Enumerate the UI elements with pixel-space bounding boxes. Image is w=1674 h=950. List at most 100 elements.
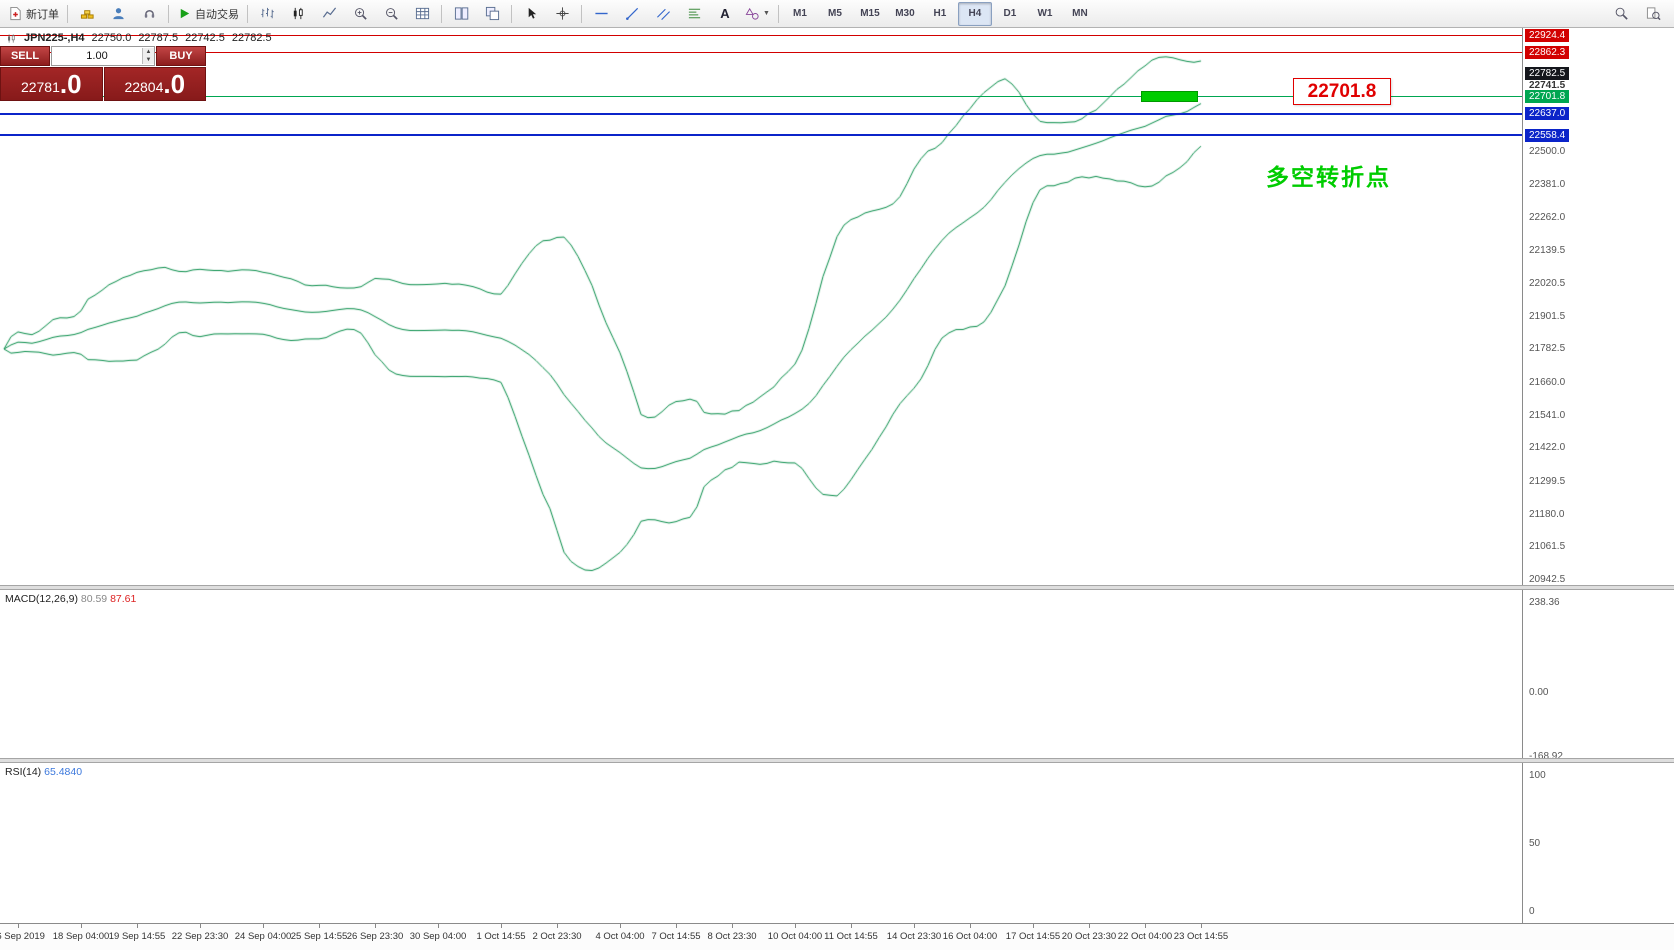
cascade-windows-icon [485,6,499,21]
channel-button[interactable] [648,2,678,26]
panel-divider[interactable] [0,758,1674,763]
text-tool-icon: A [720,5,730,21]
volume-up-button[interactable]: ▲ [143,48,154,56]
time-label: 1 Oct 14:55 [476,931,526,942]
bar-chart-button[interactable] [252,2,282,26]
macd-scale-label: 238.36 [1529,597,1560,608]
level-line-22701.8[interactable] [0,95,1522,97]
horizontal-line-button[interactable] [586,2,616,26]
buy-price-button[interactable]: 22804.0 [103,67,206,101]
time-label: 22 Oct 04:00 [1117,931,1173,942]
turning-point-text[interactable]: 多空转折点 [1266,164,1391,190]
main-chart-canvas[interactable] [0,28,1522,585]
support-button[interactable] [134,2,164,26]
trendline-button[interactable] [617,2,647,26]
sell-price-frac: .0 [59,69,82,99]
time-label: 22 Sep 23:30 [171,931,229,942]
zoom-out-button[interactable] [376,2,406,26]
timeframe-m15-button[interactable]: M15 [860,8,880,19]
autotrading-button[interactable]: 自动交易 [173,2,243,26]
timeframe-m30-button[interactable]: M30 [895,8,915,19]
one-click-trading-panel: SELL 1.00 ▲ ▼ BUY 22781.0 22804.0 [0,46,206,101]
level-line-22637.0[interactable] [0,112,1522,115]
new-order-label: 新订单 [26,8,59,21]
new-order-button[interactable]: 新订单 [4,2,63,26]
crosshair-icon [555,7,569,20]
time-label: 25 Sep 14:55 [290,931,348,942]
rsi-name: RSI(14) [5,766,42,778]
cascade-windows-button[interactable] [477,2,507,26]
trendline-icon [625,7,638,20]
time-tick [18,924,19,928]
volume-spinner: ▲ ▼ [142,48,154,64]
level-line-22862.3[interactable] [0,51,1522,53]
panel-divider[interactable] [0,585,1674,590]
price-label-box[interactable]: 22701.8 [1293,78,1391,105]
chart-search-button[interactable] [1638,2,1668,26]
close-value: 22782.5 [231,32,272,44]
timeframe-m1-button[interactable]: M1 [792,8,807,19]
buy-button[interactable]: BUY [156,46,206,66]
price-scale[interactable]: 22500.0 22381.0 22262.0 22139.5 22020.5 21901… [1522,28,1674,950]
zoom-out-icon [385,8,398,20]
timeframe-mn-button[interactable]: MN [1072,8,1088,19]
gold-bars-button[interactable] [72,2,102,26]
rsi-scale-label: 50 [1529,838,1541,849]
gold-bars-icon [80,10,94,19]
macd-canvas[interactable] [0,590,1522,758]
zoom-in-button[interactable] [345,2,375,26]
grid-button[interactable] [407,2,437,26]
toolbar-separator [441,4,442,23]
timeframe-d1-button[interactable]: D1 [1003,8,1017,19]
price-scale-label: 22139.5 [1529,245,1566,257]
price-scale-badge: 22782.5 [1525,67,1570,81]
level-line-22558.4[interactable] [0,134,1522,137]
chart-search-icon [1646,7,1661,21]
text-tool-button[interactable]: A [710,2,740,26]
tile-windows-button[interactable] [446,2,476,26]
toolbar-separator [67,4,68,23]
timeframe-h4-button[interactable]: H4 [957,1,992,26]
autotrading-play-icon [180,8,190,19]
line-chart-button[interactable] [314,2,344,26]
volume-field[interactable]: 1.00 ▲ ▼ [51,46,155,66]
new-order-icon [10,6,21,21]
cursor-button[interactable] [516,2,546,26]
time-tick [1145,924,1146,928]
price-scale-label: 22262.0 [1529,211,1566,223]
timeframe-m5-button[interactable]: M5 [827,8,842,19]
price-scale-label: 21299.5 [1529,475,1566,487]
chart-area[interactable]: 22701.8 多空转折点 JPN225-,H4 22750.0 22787.5… [0,28,1674,950]
crosshair-button[interactable] [547,2,577,26]
profile-button[interactable] [103,2,133,26]
timeframe-w1-button[interactable]: W1 [1037,8,1053,19]
support-highlight-zone[interactable] [1141,90,1198,102]
macd-indicator-label: MACD(12,26,9) 80.59 87.61 [5,593,136,605]
fibonacci-button[interactable] [679,2,709,26]
sell-button[interactable]: SELL [0,46,50,66]
time-label: 23 Oct 14:55 [1173,931,1229,942]
volume-down-button[interactable]: ▼ [143,56,154,64]
candlestick-chart-button[interactable] [283,2,313,26]
toolbar-separator [777,4,779,23]
price-scale-label: 22500.0 [1529,146,1566,158]
horizontal-line-icon [594,12,608,15]
timeframe-h1-button[interactable]: H1 [933,8,947,19]
search-button[interactable] [1606,2,1636,26]
price-scale-label: 20942.5 [1529,573,1566,585]
time-tick [851,924,852,928]
toolbar-separator [247,4,248,23]
open-value: 22750.0 [91,32,132,44]
time-tick [1201,924,1202,928]
time-tick [1033,924,1034,928]
sell-price-button[interactable]: 22781.0 [0,67,103,101]
time-tick [676,924,677,928]
rsi-canvas[interactable] [0,763,1522,923]
low-value: 22742.5 [185,32,225,44]
level-line-22924.4[interactable] [0,34,1522,36]
shapes-button[interactable]: ▼ [741,2,774,26]
price-scale-label: 22020.5 [1529,278,1566,290]
time-tick [1089,924,1090,928]
time-tick [970,924,971,928]
